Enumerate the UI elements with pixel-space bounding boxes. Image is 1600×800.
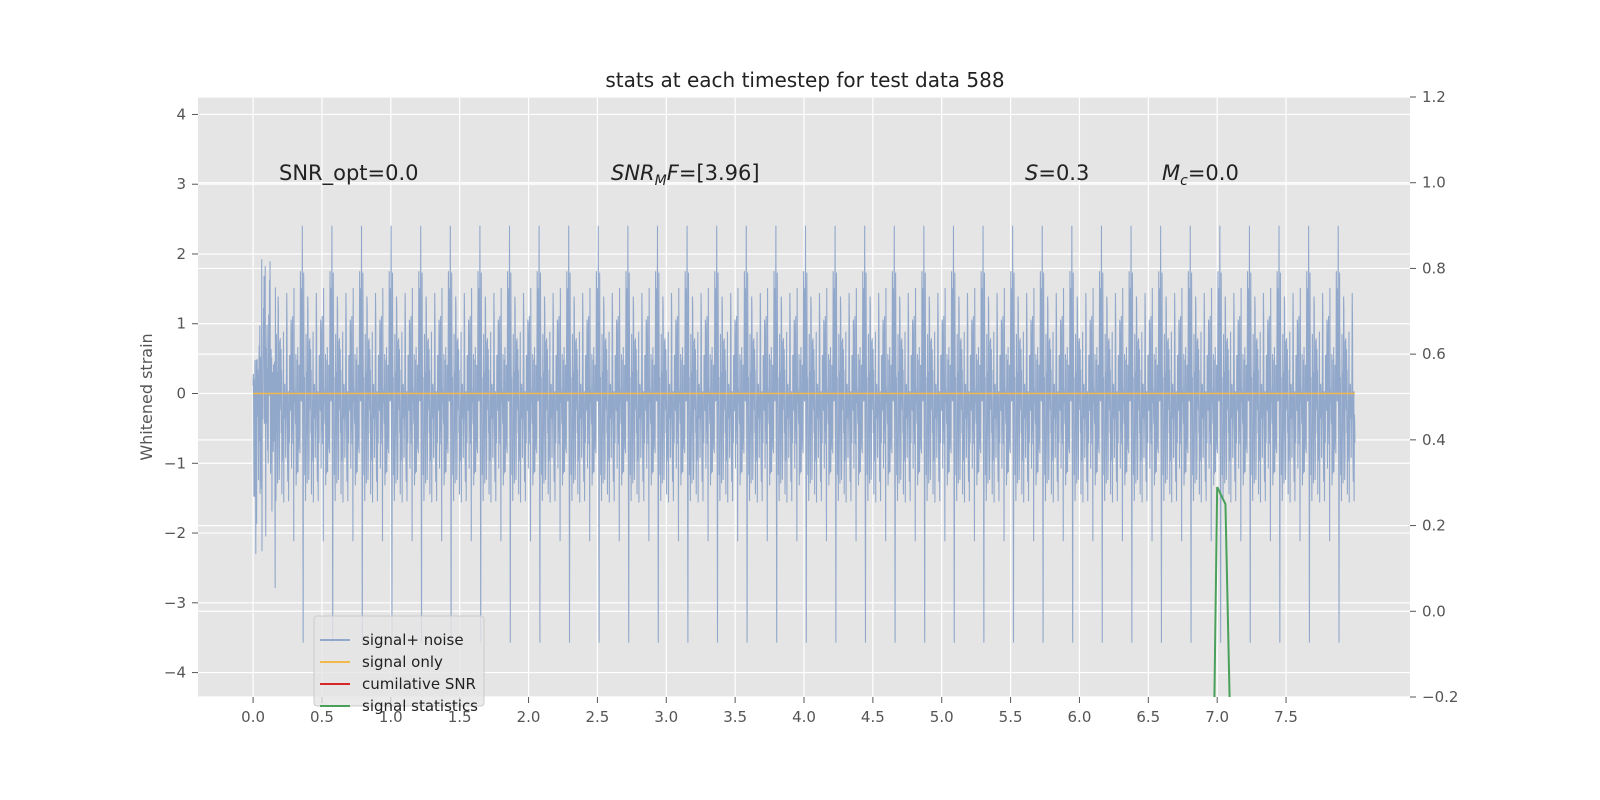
annotation-mc-value: =0.0 <box>1188 161 1239 185</box>
legend-label-signal-statistics: signal statistics <box>362 697 478 715</box>
legend-box <box>313 615 485 707</box>
x-tick-label-9: 4.5 <box>861 708 885 726</box>
y-right-tick-label-4: 0.6 <box>1422 345 1446 363</box>
y-left-tick-label-4: 0 <box>176 385 186 403</box>
y-right-tick-label-6: 1.0 <box>1422 174 1446 192</box>
x-tick-label-8: 4.0 <box>792 708 816 726</box>
annotation-mc-symbol: M <box>1162 161 1180 185</box>
legend: signal+ noise signal only cumilative SNR… <box>313 615 485 715</box>
series-signal-statistics <box>1213 486 1231 698</box>
x-tick-label-15: 7.5 <box>1274 708 1298 726</box>
y-right-tick-label-3: 0.4 <box>1422 431 1446 449</box>
annotation-snr-mf-symbol2: F <box>667 161 680 185</box>
y-axis-right: −0.2 0.0 0.2 0.4 0.6 0.8 1.0 1.2 <box>1410 88 1458 706</box>
annotation-snr-mf-value: =[3.96] <box>679 161 760 185</box>
y-right-tick-label-0: −0.2 <box>1422 688 1458 706</box>
y-left-tick-label-0: −4 <box>164 664 186 682</box>
series-signal-noise <box>252 225 1356 643</box>
y-left-tick-label-6: 2 <box>176 245 186 263</box>
y-right-tick-label-7: 1.2 <box>1422 88 1446 106</box>
x-tick-label-1: 0.5 <box>310 708 334 726</box>
chart-title: stats at each timestep for test data 588 <box>605 68 1004 92</box>
x-tick-label-11: 5.5 <box>999 708 1023 726</box>
annotation-snr-mf: SNRMF=[3.96] <box>611 161 760 189</box>
x-tick-label-3: 1.5 <box>448 708 472 726</box>
y-left-tick-label-2: −2 <box>164 524 186 542</box>
legend-label-cumilative-snr: cumilative SNR <box>362 675 476 693</box>
annotation-mc-subscript: c <box>1180 173 1188 189</box>
y-left-tick-label-7: 3 <box>176 175 186 193</box>
series-line-signal-noise <box>252 225 1356 643</box>
x-tick-label-14: 7.0 <box>1205 708 1229 726</box>
y-axis-left: −4 −3 −2 −1 0 1 2 3 4 <box>164 105 198 682</box>
y-axis-label: Whitened strain <box>137 333 156 460</box>
y-left-tick-label-3: −1 <box>164 454 186 472</box>
x-tick-label-6: 3.0 <box>654 708 678 726</box>
y-right-tick-label-2: 0.2 <box>1422 517 1446 535</box>
annotation-snr-mf-subscript: M <box>655 173 667 189</box>
x-tick-label-13: 6.5 <box>1136 708 1160 726</box>
annotation-s: S=0.3 <box>1025 161 1089 185</box>
series-line-signal-statistics <box>1213 486 1231 698</box>
x-tick-label-10: 5.0 <box>930 708 954 726</box>
annotation-s-value: =0.3 <box>1038 161 1089 185</box>
x-tick-label-2: 1.0 <box>379 708 403 726</box>
y-left-tick-label-8: 4 <box>176 105 186 123</box>
y-right-tick-label-1: 0.0 <box>1422 602 1446 620</box>
y-left-tick-label-5: 1 <box>176 315 186 333</box>
legend-label-signal-only: signal only <box>362 653 443 671</box>
annotation-mc: Mc=0.0 <box>1162 161 1239 189</box>
annotation-snr-mf-symbol: SNR <box>611 161 655 185</box>
annotation-snr-opt: SNR_opt=0.0 <box>279 161 419 186</box>
annotation-s-symbol: S <box>1025 161 1038 185</box>
x-tick-label-7: 3.5 <box>723 708 747 726</box>
y-left-tick-label-1: −3 <box>164 594 186 612</box>
x-tick-label-0: 0.0 <box>241 708 265 726</box>
x-axis: 0.0 0.5 1.0 1.5 2.0 2.5 3.0 3.5 4.0 4.5 5.0 5.5 6.0 6… <box>241 697 1298 726</box>
x-tick-label-5: 2.5 <box>585 708 609 726</box>
y-right-tick-label-5: 0.8 <box>1422 259 1446 277</box>
x-tick-label-4: 2.0 <box>517 708 541 726</box>
legend-label-signal-noise: signal+ noise <box>362 631 464 649</box>
x-tick-label-12: 6.0 <box>1068 708 1092 726</box>
